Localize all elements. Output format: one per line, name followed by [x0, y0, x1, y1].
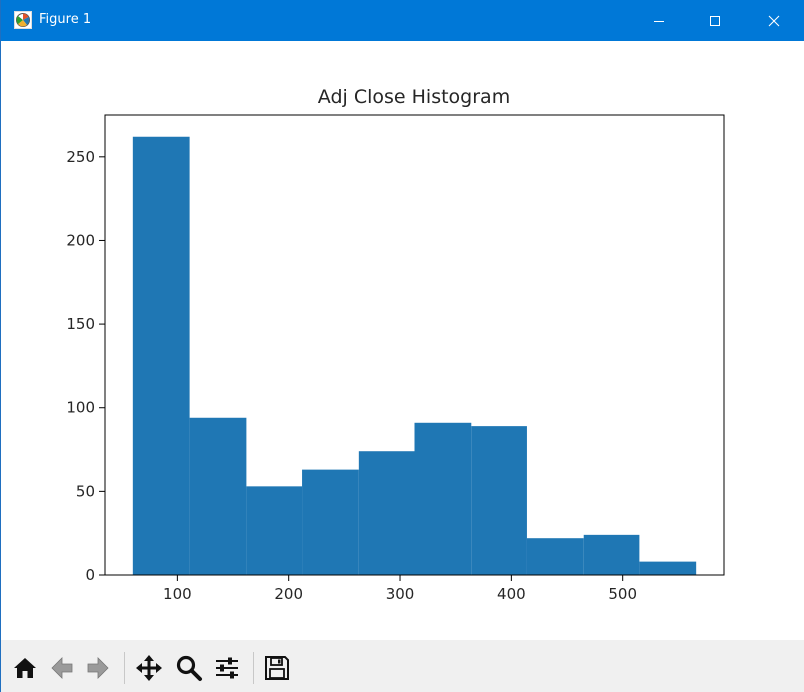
y-tick-label: 200 — [66, 231, 95, 249]
forward-button[interactable] — [81, 650, 115, 686]
sliders-icon — [216, 657, 238, 679]
navigation-toolbar — [1, 640, 804, 692]
home-icon — [14, 658, 36, 678]
y-tick-label: 250 — [66, 148, 95, 166]
y-tick-label: 50 — [76, 482, 95, 500]
y-axis: 0 50 100 150 200 250 — [66, 148, 105, 584]
save-button[interactable] — [260, 650, 294, 686]
maximize-button[interactable] — [687, 0, 743, 41]
minimize-icon — [654, 20, 664, 22]
x-tick-label: 500 — [608, 585, 637, 603]
histogram-bar — [302, 469, 359, 575]
histogram-bar — [132, 136, 190, 575]
y-tick-label: 0 — [85, 566, 95, 584]
close-button[interactable] — [743, 0, 804, 41]
histogram-bar — [471, 426, 527, 575]
histogram-bar — [358, 451, 415, 575]
chart-title: Adj Close Histogram — [318, 86, 510, 108]
histogram-bar — [414, 422, 472, 575]
arrow-right-icon — [87, 657, 109, 679]
move-icon — [136, 655, 162, 681]
x-tick-label: 300 — [386, 585, 415, 603]
x-tick-label: 200 — [274, 585, 303, 603]
minimize-button[interactable] — [631, 0, 687, 41]
y-tick-label: 100 — [66, 399, 95, 417]
histogram-bar — [189, 417, 247, 575]
figure-canvas[interactable]: Adj Close Histogram 100 200 300 400 500 0 50 1… — [1, 41, 804, 640]
histogram-bar — [639, 561, 697, 575]
close-icon — [768, 15, 780, 26]
floppy-disk-icon — [265, 656, 289, 680]
zoom-button[interactable] — [172, 650, 206, 686]
home-button[interactable] — [8, 650, 42, 686]
configure-subplots-button[interactable] — [210, 650, 244, 686]
axes-frame — [104, 114, 725, 576]
back-button[interactable] — [45, 650, 79, 686]
x-tick-label: 400 — [497, 585, 526, 603]
histogram-bar — [246, 486, 303, 575]
matplotlib-figure-icon — [14, 11, 32, 29]
title-bar[interactable]: Figure 1 — [1, 0, 804, 41]
histogram-chart: Adj Close Histogram 100 200 300 400 500 0 50 1… — [66, 86, 725, 603]
y-tick-label: 150 — [66, 315, 95, 333]
window-title: Figure 1 — [39, 12, 92, 27]
x-axis: 100 200 300 400 500 — [163, 575, 637, 603]
magnifier-icon — [176, 655, 202, 681]
histogram-bars — [132, 136, 697, 575]
maximize-icon — [710, 15, 720, 26]
toolbar-separator — [124, 652, 125, 684]
arrow-left-icon — [51, 657, 73, 679]
x-tick-label: 100 — [163, 585, 192, 603]
toolbar-separator — [253, 652, 254, 684]
histogram-bar — [583, 534, 640, 575]
histogram-bar — [526, 538, 584, 575]
pan-button[interactable] — [132, 650, 166, 686]
